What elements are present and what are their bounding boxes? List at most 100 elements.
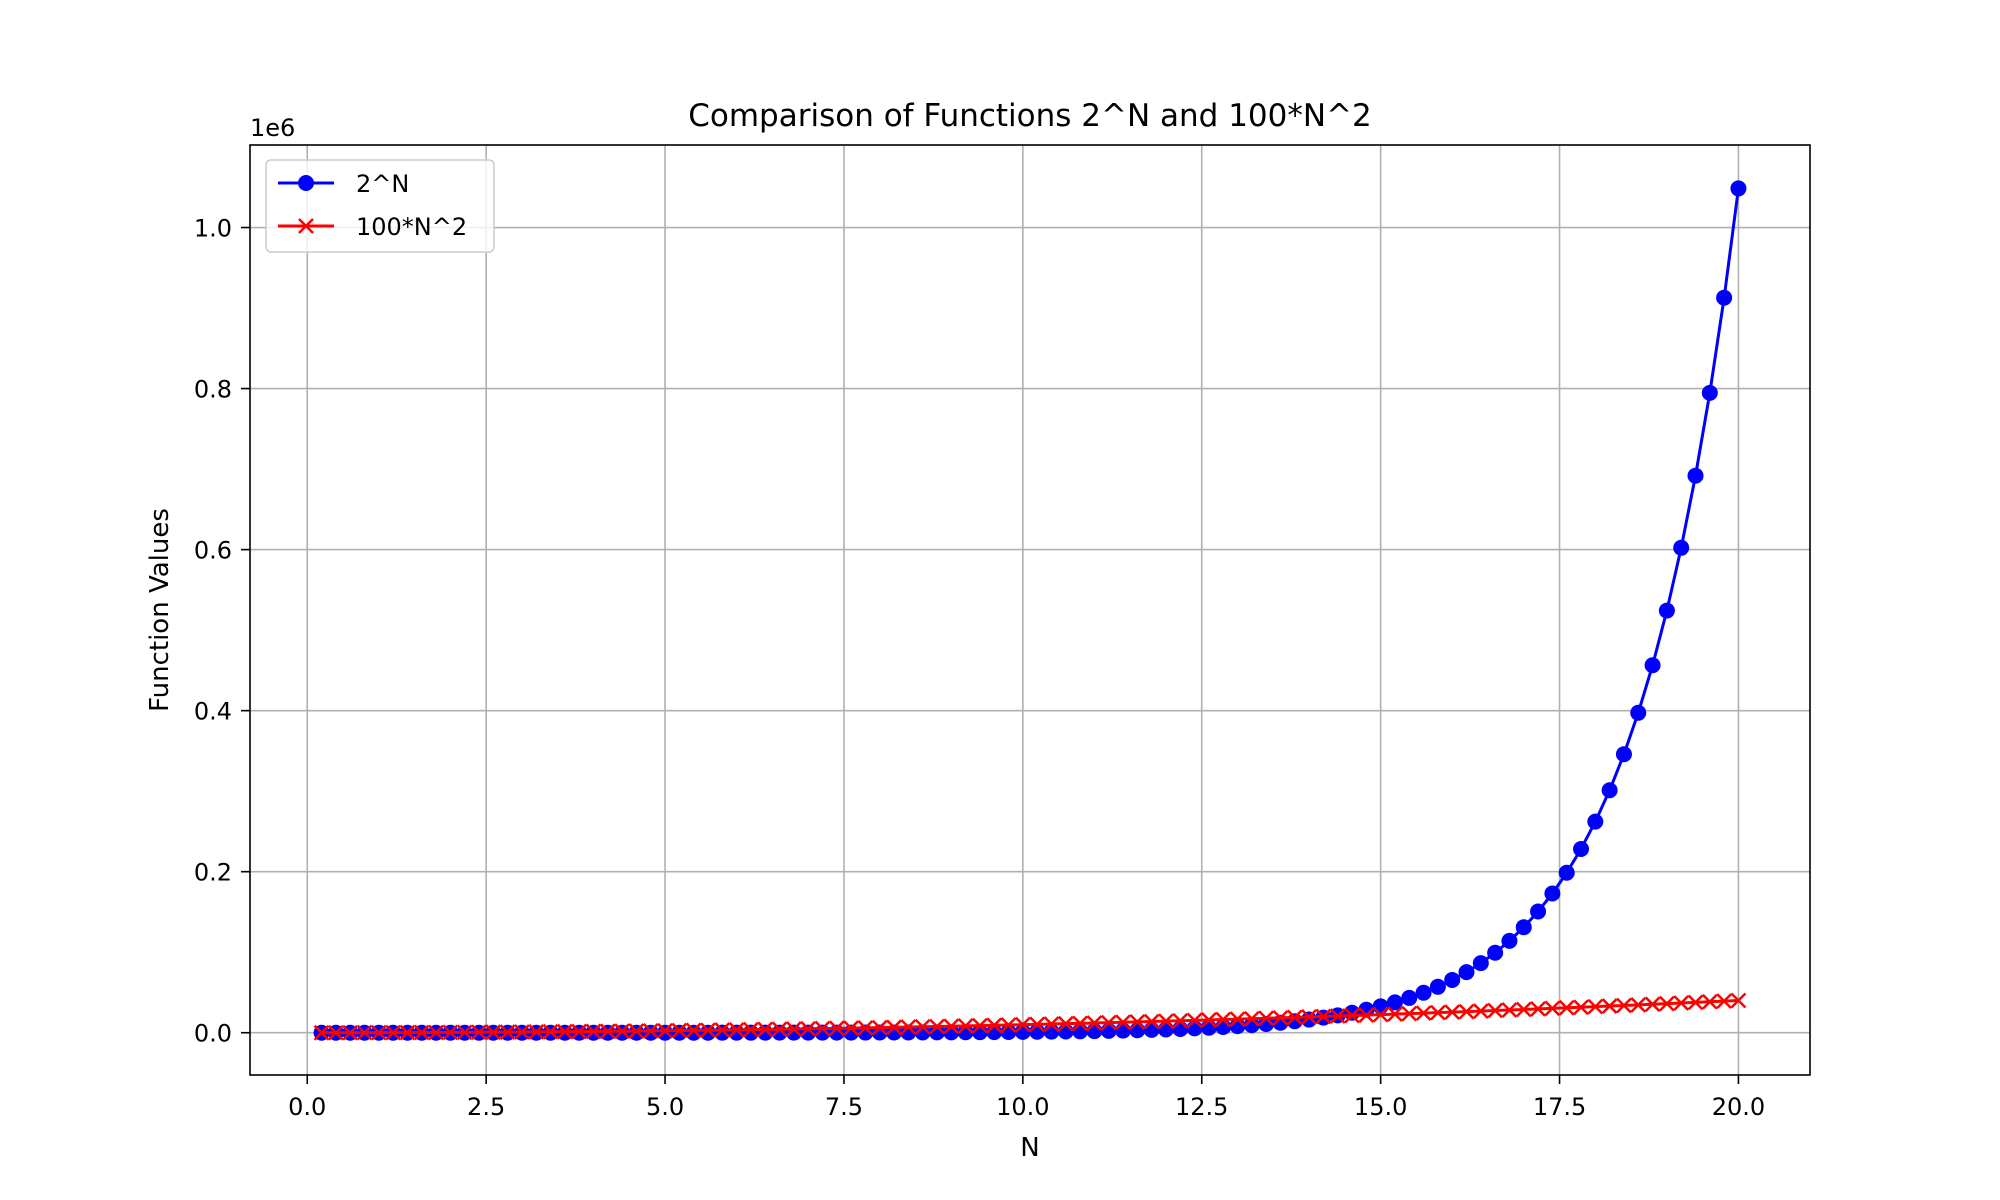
- data-point: [1386, 994, 1403, 1011]
- data-point: [342, 1024, 359, 1041]
- data-point: [928, 1024, 945, 1041]
- data-point: [900, 1019, 917, 1035]
- data-point: [699, 1024, 716, 1041]
- data-point: [1415, 1005, 1432, 1022]
- data-point: [1243, 1010, 1260, 1027]
- data-point: [785, 1024, 802, 1041]
- data-point: [614, 1023, 630, 1040]
- data-point: [1043, 1023, 1060, 1040]
- data-point: [1687, 467, 1704, 484]
- axis-ticks: 0.0 2.5 5.0 7.5 10.0 12.5 15.0 17.5 20.0 0.0 0.2 0.…: [194, 215, 1765, 1121]
- x-tick-label: 12.5: [1175, 1093, 1228, 1121]
- data-point: [914, 1018, 931, 1035]
- data-point: [757, 1024, 774, 1041]
- data-point: [1344, 1004, 1361, 1021]
- data-point: [1558, 864, 1575, 881]
- data-point: [1544, 885, 1561, 902]
- data-point: [1387, 1006, 1403, 1023]
- data-point: [1401, 1005, 1418, 1022]
- data-point: [1730, 992, 1747, 1009]
- series-line: [321, 999, 1739, 1035]
- data-point: [1687, 994, 1704, 1011]
- legend-entry-2: 100*N^2: [278, 213, 467, 241]
- data-point: [1057, 1015, 1074, 1032]
- data-point: [327, 1024, 344, 1041]
- data-point: [1501, 1002, 1518, 1018]
- data-point: [1558, 999, 1575, 1016]
- y-tick-label: 0.0: [194, 1020, 232, 1048]
- data-point: [1029, 1023, 1046, 1040]
- data-point: [585, 1023, 602, 1040]
- data-point: [599, 1023, 616, 1040]
- x-tick-label: 2.5: [467, 1093, 505, 1121]
- data-point: [1615, 746, 1632, 763]
- data-point: [1086, 1015, 1103, 1031]
- data-point: [1186, 1012, 1203, 1029]
- data-point: [1129, 1022, 1146, 1039]
- y-axis-label: Function Values: [145, 508, 175, 712]
- data-point: [1658, 602, 1675, 619]
- data-point: [714, 1022, 731, 1038]
- y-tick-label: 0.8: [194, 376, 232, 404]
- data-point: [642, 1024, 659, 1041]
- data-point: [399, 1024, 416, 1041]
- data-point: [1444, 1004, 1461, 1020]
- legend: 2^N 100*N^2: [265, 159, 495, 253]
- data-point: [1372, 998, 1389, 1015]
- data-point: [428, 1024, 444, 1041]
- data-point: [1673, 995, 1690, 1011]
- data-point: [1716, 289, 1733, 306]
- data-point: [1487, 1002, 1504, 1019]
- data-point: [685, 1022, 702, 1039]
- data-point: [1429, 978, 1446, 995]
- data-point: [1601, 782, 1618, 799]
- x-tick-label: 10.0: [996, 1093, 1049, 1121]
- y-tick-label: 0.6: [194, 537, 232, 565]
- data-point: [914, 1024, 931, 1041]
- data-point: [1100, 1014, 1117, 1031]
- data-point: [728, 1021, 745, 1038]
- plot-area-frame: [249, 144, 1811, 1076]
- data-point: [471, 1024, 487, 1041]
- data-point: [1616, 997, 1632, 1014]
- data-point: [1515, 919, 1532, 936]
- x-tick-label: 5.0: [646, 1093, 684, 1121]
- data-point: [757, 1021, 774, 1038]
- data-point: [1472, 955, 1489, 972]
- data-point: [1172, 1012, 1189, 1029]
- data-point: [356, 1024, 373, 1041]
- data-point: [385, 1024, 402, 1041]
- legend-marker-x: [298, 218, 314, 234]
- data-point: [1072, 1015, 1088, 1032]
- data-point: [700, 1022, 716, 1039]
- chart-title: Comparison of Functions 2^N and 100*N^2: [688, 98, 1372, 134]
- data-point: [1344, 1007, 1360, 1024]
- data-point: [1430, 1004, 1446, 1021]
- data-point: [1200, 1019, 1217, 1036]
- data-point: [814, 1020, 831, 1037]
- data-point: [886, 1019, 902, 1036]
- data-point: [1444, 971, 1461, 988]
- legend-marker-circle: [298, 175, 314, 191]
- data-point: [1530, 903, 1547, 920]
- data-point: [413, 1024, 430, 1041]
- data-point: [1573, 999, 1589, 1016]
- data-point: [728, 1024, 745, 1041]
- data-point: [1458, 964, 1475, 981]
- data-point: [1286, 1009, 1303, 1026]
- data-point: [442, 1024, 459, 1041]
- data-point: [485, 1024, 502, 1041]
- data-point: [1472, 1003, 1489, 1019]
- data-point: [943, 1024, 960, 1041]
- data-point: [1129, 1014, 1146, 1030]
- series-layer: [313, 180, 1747, 1041]
- data-point: [1158, 1013, 1174, 1030]
- data-point: [771, 1021, 788, 1038]
- data-point: [1215, 1011, 1232, 1028]
- data-point: [1487, 944, 1504, 961]
- x-tick-label: 7.5: [825, 1093, 863, 1121]
- data-point: [1115, 1022, 1132, 1039]
- data-point: [1201, 1012, 1217, 1028]
- data-point: [1630, 996, 1647, 1013]
- x-tick-label: 20.0: [1712, 1093, 1765, 1121]
